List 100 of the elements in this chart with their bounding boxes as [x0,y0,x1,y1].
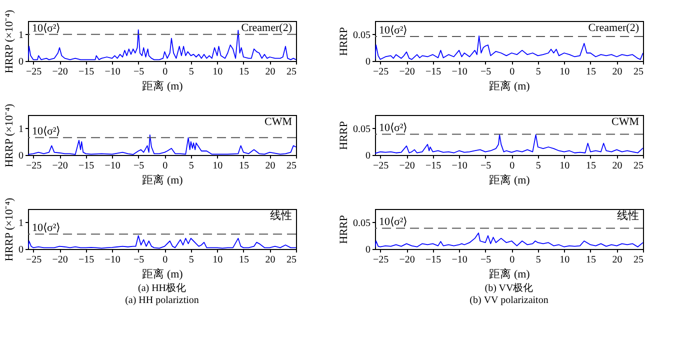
y-axis-title: HRRP [338,121,350,150]
x-tick-label: −20 [399,254,415,266]
x-tick-label: 5 [536,66,541,78]
x-tick-label: −5 [134,66,144,78]
x-tick-label: 15 [586,254,596,266]
x-tick-label: −20 [399,66,415,78]
x-tick-label: −25 [26,254,42,266]
line-series [375,232,643,248]
x-tick-label: −15 [425,160,442,172]
y-tick-label: 0 [18,244,24,256]
y-axis-title: HRRP [338,27,350,56]
annotation: 线性 [270,209,292,222]
ref-line-label: 10⟨σ²⟩ [32,222,60,234]
x-tick-label: −5 [480,254,492,266]
x-tick-label: 25 [634,160,644,172]
annotation: CWM [264,116,292,128]
x-axis-title: 距离 (m) [489,174,530,186]
x-tick-label: 5 [188,160,194,172]
y-axis-title: HRRP (×10⁻⁴) [4,103,16,168]
y-tick-label: 0 [18,150,24,162]
x-axis-title: 距离 (m) [142,80,184,92]
y-tick-label: 1 [18,218,24,229]
x-tick-label: 0 [162,160,168,172]
x-tick-label: 0 [510,254,515,266]
ref-line-label: 10⟨σ²⟩ [379,216,408,228]
y-tick-label: 0.05 [353,30,370,41]
y-tick-label: 0 [366,150,370,162]
x-axis-title: 距离 (m) [489,268,530,280]
x-tick-label: −15 [78,66,94,78]
y-tick-label: 0 [366,244,370,256]
annotation: Creamer(2) [241,22,292,34]
x-tick-label: 0 [510,66,515,78]
annotation: 线性 [617,209,639,222]
x-tick-label: 25 [286,254,296,266]
y-tick-label: 1 [18,30,24,41]
y-tick-label: 0.05 [353,218,370,229]
annotation: CWM [612,116,640,128]
x-axis-title: 距离 (m) [489,80,530,92]
x-tick-label: −10 [452,254,468,266]
y-tick-label: 1 [18,124,24,135]
y-tick-label: 0 [18,56,24,68]
x-axis-title: 距离 (m) [142,174,184,186]
line-series [28,235,296,249]
x-tick-label: −15 [78,160,94,172]
x-tick-label: −25 [26,66,42,78]
ref-line-label: 10⟨σ²⟩ [32,22,60,34]
x-tick-label: 15 [238,160,249,172]
x-tick-label: 5 [188,66,194,78]
x-tick-label: 10 [212,160,223,172]
x-tick-label: 10 [212,66,223,78]
line-series [375,35,643,60]
x-tick-label: −10 [104,254,120,266]
x-axis-title: 距离 (m) [142,268,184,280]
x-tick-label: 15 [586,66,596,78]
x-tick-label: −5 [134,160,144,172]
ref-line-label: 10⟨σ²⟩ [379,122,408,134]
x-tick-label: −20 [52,66,68,78]
x-tick-label: 15 [238,66,249,78]
x-tick-label: 5 [536,160,541,172]
x-tick-label: −15 [425,66,442,78]
y-axis-title: HRRP [338,215,350,244]
x-tick-label: 25 [634,254,644,266]
x-tick-label: −25 [372,66,389,78]
x-tick-label: 20 [265,66,276,78]
x-tick-label: −10 [104,66,120,78]
x-tick-label: −20 [52,254,68,266]
x-tick-label: 25 [286,66,296,78]
text: (a) HH polariztion [125,295,199,306]
x-tick-label: −20 [52,160,68,172]
x-tick-label: 25 [286,160,296,172]
x-tick-label: −25 [372,254,389,266]
x-tick-label: 5 [536,254,541,266]
x-tick-label: −5 [134,254,144,266]
x-tick-label: −15 [425,254,442,266]
y-tick-label: 0.05 [353,124,370,135]
x-tick-label: 10 [560,66,570,78]
x-tick-label: 10 [560,160,570,172]
x-tick-label: −5 [480,160,492,172]
line-series [375,134,643,154]
x-tick-label: −25 [372,160,389,172]
x-tick-label: 25 [634,66,644,78]
x-tick-label: 20 [265,160,276,172]
y-axis-title: HRRP (×10⁻⁴) [4,9,16,74]
x-tick-label: −15 [78,254,94,266]
x-tick-label: −25 [26,160,42,172]
x-tick-label: −10 [104,160,120,172]
annotation: Creamer(2) [588,22,640,34]
x-tick-label: 20 [612,160,622,172]
x-tick-label: −10 [452,160,468,172]
x-tick-label: −20 [399,160,415,172]
x-tick-label: 10 [212,254,223,266]
ref-line-label: 10⟨σ²⟩ [32,126,60,138]
x-tick-label: 15 [586,160,596,172]
x-tick-label: −10 [452,66,468,78]
y-axis-title: HRRP (×10⁻⁴) [4,197,16,262]
y-tick-label: 0 [366,56,370,68]
x-tick-label: −5 [480,66,492,78]
x-tick-label: 0 [162,66,168,78]
x-tick-label: 0 [162,254,168,266]
text: (b) VV polarizaiton [470,295,548,306]
